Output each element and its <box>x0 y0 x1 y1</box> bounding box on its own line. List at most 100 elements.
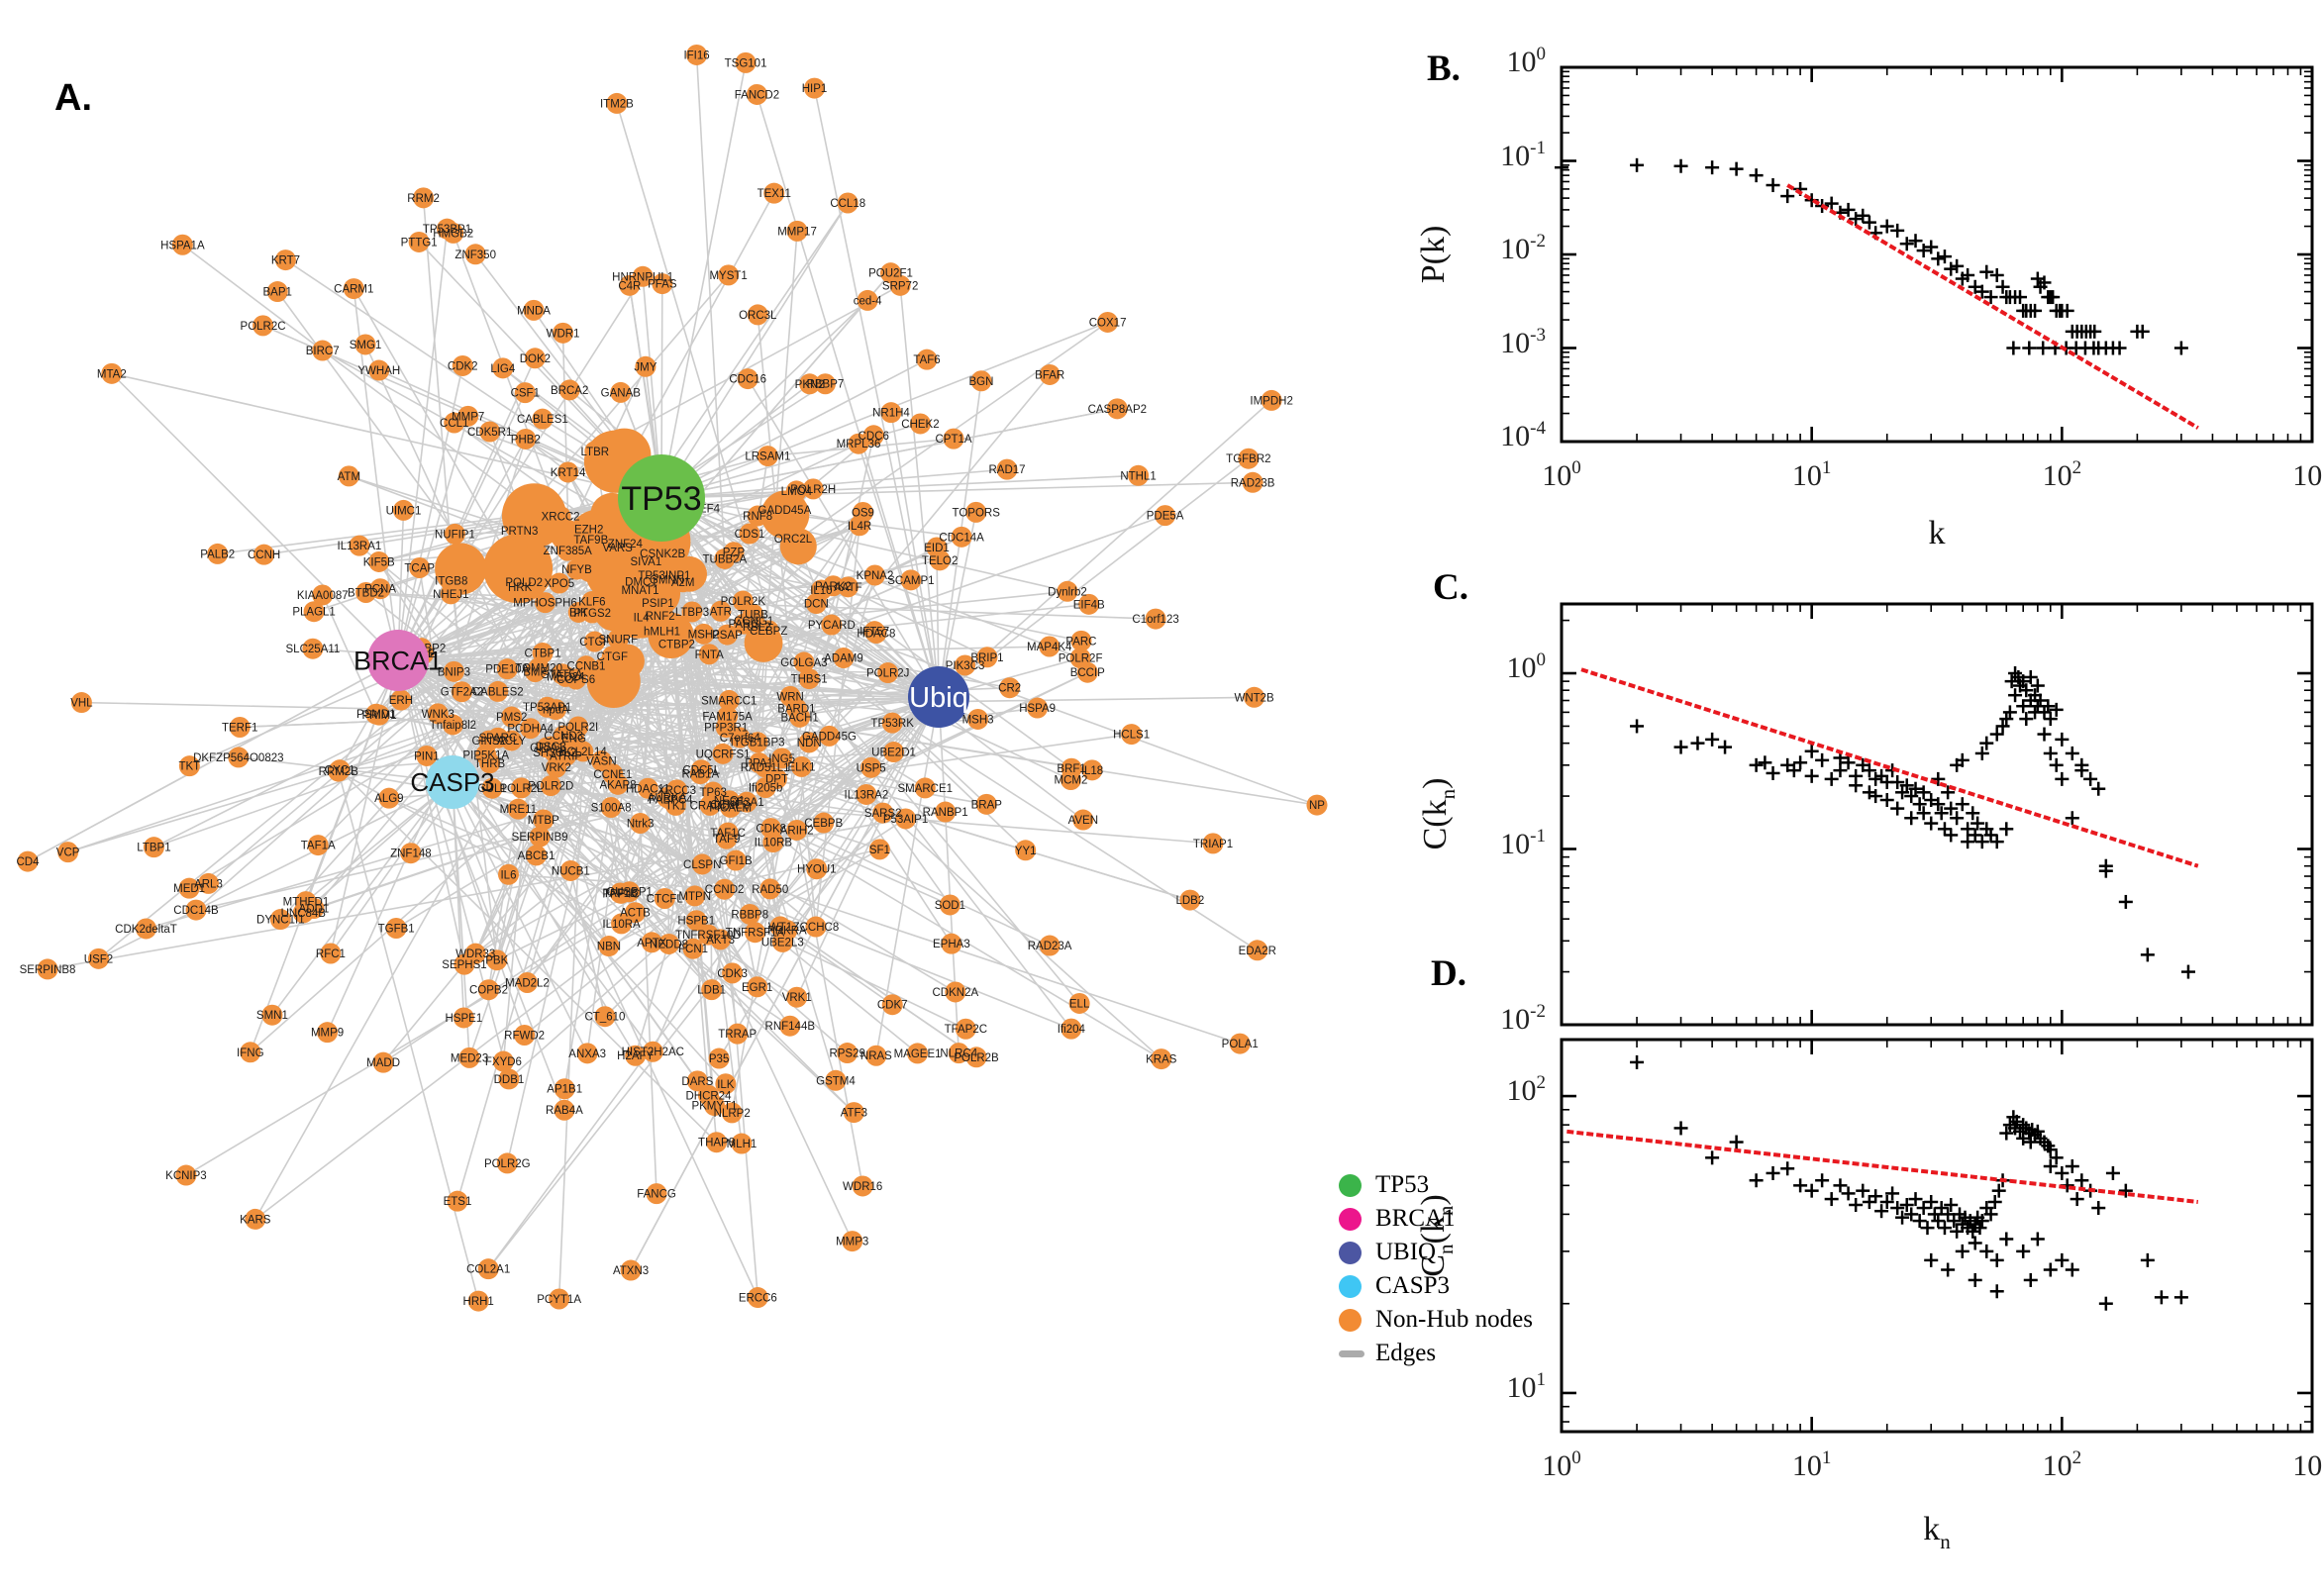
network-node[interactable] <box>546 756 567 778</box>
network-node[interactable] <box>576 1043 598 1064</box>
network-node[interactable] <box>598 936 620 957</box>
network-node[interactable] <box>451 681 472 703</box>
network-node[interactable] <box>907 1043 929 1064</box>
network-node[interactable] <box>556 540 578 561</box>
network-node[interactable] <box>1306 794 1328 816</box>
network-node[interactable] <box>312 584 334 606</box>
network-node[interactable] <box>228 747 250 768</box>
network-node[interactable] <box>686 44 708 65</box>
network-node[interactable] <box>747 505 768 527</box>
network-node[interactable] <box>857 289 878 311</box>
network-node[interactable] <box>747 304 768 326</box>
network-node[interactable] <box>782 528 804 549</box>
network-node[interactable] <box>558 379 580 401</box>
network-node[interactable] <box>737 368 758 390</box>
network-node[interactable] <box>368 359 390 381</box>
network-node[interactable] <box>444 523 465 545</box>
network-node[interactable] <box>685 910 707 932</box>
network-node[interactable] <box>747 1287 768 1309</box>
network-node[interactable] <box>646 1183 667 1205</box>
network-node[interactable] <box>416 745 438 766</box>
network-node[interactable] <box>253 544 275 565</box>
network-node[interactable] <box>916 349 938 370</box>
network-node[interactable] <box>487 680 509 702</box>
network-node[interactable] <box>584 631 606 652</box>
network-node[interactable] <box>600 796 622 818</box>
network-node[interactable] <box>652 543 673 564</box>
network-node[interactable] <box>642 1041 663 1062</box>
network-node[interactable] <box>721 1102 743 1124</box>
network-node[interactable] <box>710 600 732 622</box>
network-node[interactable] <box>877 662 899 684</box>
network-node[interactable] <box>735 51 757 73</box>
network-node[interactable] <box>699 794 721 816</box>
network-node[interactable] <box>746 83 767 105</box>
network-node[interactable] <box>785 480 807 502</box>
network-node[interactable] <box>693 623 715 645</box>
network-node[interactable] <box>706 1132 728 1153</box>
network-node[interactable] <box>691 853 713 875</box>
network-node[interactable] <box>883 742 905 763</box>
network-node[interactable] <box>207 543 229 564</box>
network-node[interactable] <box>498 1068 520 1090</box>
network-node[interactable] <box>900 569 922 591</box>
network-node[interactable] <box>759 878 781 900</box>
network-node[interactable] <box>368 704 390 726</box>
network-node[interactable] <box>1244 686 1265 708</box>
network-node[interactable] <box>532 408 554 430</box>
network-node[interactable] <box>802 478 824 500</box>
network-node[interactable] <box>749 752 770 774</box>
network-node[interactable] <box>486 949 508 971</box>
network-node[interactable] <box>57 842 79 863</box>
network-node[interactable] <box>967 708 989 730</box>
network-node[interactable] <box>860 756 882 778</box>
network-node[interactable] <box>635 550 656 572</box>
network-node[interactable] <box>540 775 561 797</box>
network-node[interactable] <box>837 192 858 214</box>
network-node[interactable] <box>368 550 390 572</box>
network-node[interactable] <box>320 943 342 964</box>
network-node[interactable] <box>943 428 964 449</box>
network-node[interactable] <box>453 1007 474 1029</box>
network-node[interactable] <box>725 849 747 871</box>
network-node[interactable] <box>554 1078 575 1100</box>
network-node[interactable] <box>1229 1033 1251 1054</box>
network-node[interactable] <box>516 971 538 993</box>
network-node[interactable] <box>689 763 711 785</box>
network-node[interactable] <box>1027 697 1049 719</box>
network-node[interactable] <box>607 537 629 558</box>
network-node[interactable] <box>798 732 820 753</box>
network-node[interactable] <box>513 571 535 593</box>
network-node[interactable] <box>302 638 324 659</box>
network-node[interactable] <box>549 572 570 594</box>
network-node[interactable] <box>736 791 758 813</box>
network-node[interactable] <box>443 660 464 682</box>
network-node[interactable] <box>848 433 869 454</box>
network-node[interactable] <box>1060 757 1082 779</box>
network-node[interactable] <box>791 755 813 777</box>
network-node[interactable] <box>1078 593 1100 615</box>
network-node[interactable] <box>837 576 858 598</box>
network-node[interactable] <box>501 706 523 728</box>
network-node[interactable] <box>624 902 646 924</box>
network-node[interactable] <box>261 1004 283 1026</box>
network-node[interactable] <box>965 1047 987 1068</box>
network-node[interactable] <box>338 465 359 487</box>
network-node[interactable] <box>714 878 736 900</box>
network-node[interactable] <box>813 812 835 834</box>
network-node[interactable] <box>939 894 960 916</box>
network-node[interactable] <box>1039 363 1060 385</box>
network-node[interactable] <box>87 948 109 969</box>
network-node[interactable] <box>550 506 571 528</box>
network-node[interactable] <box>951 526 972 548</box>
network-node[interactable] <box>197 872 219 894</box>
network-node[interactable] <box>1072 809 1094 831</box>
network-node[interactable] <box>1097 311 1119 333</box>
network-node[interactable] <box>999 677 1021 699</box>
network-node[interactable] <box>481 777 503 799</box>
network-node[interactable] <box>409 557 431 579</box>
network-node[interactable] <box>786 986 808 1008</box>
network-node[interactable] <box>656 787 678 809</box>
network-node[interactable] <box>769 916 791 938</box>
network-node[interactable] <box>580 529 602 550</box>
